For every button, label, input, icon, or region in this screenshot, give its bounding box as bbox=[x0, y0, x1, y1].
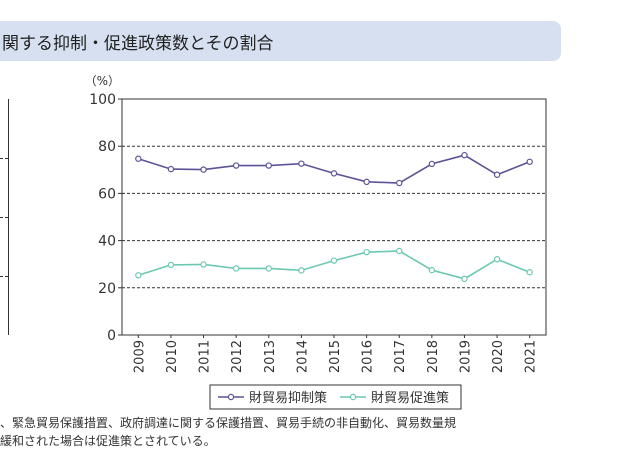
data-point bbox=[461, 275, 468, 283]
data-point bbox=[265, 265, 272, 272]
note-line-2: 緩和された場合は促進策とされている。 bbox=[0, 434, 216, 448]
data-point bbox=[298, 160, 305, 167]
data-point bbox=[232, 265, 240, 272]
series-line bbox=[138, 154, 530, 184]
data-point bbox=[265, 162, 272, 169]
chart-title-banner: 関する抑制・促進政策数とその割合 bbox=[0, 21, 561, 61]
data-point bbox=[461, 151, 468, 159]
series-line bbox=[138, 250, 530, 280]
note-line-1: 、緊急貿易保護措置、政府調達に関する保護措置、貿易手続の非自動化、貿易数量規 bbox=[0, 416, 457, 430]
chart-title: 関する抑制・促進政策数とその割合 bbox=[2, 34, 274, 54]
data-point bbox=[363, 178, 370, 186]
data-point bbox=[330, 170, 338, 177]
x-tick-label: 2016 bbox=[361, 340, 376, 373]
data-point bbox=[167, 261, 175, 269]
x-tick-label: 2021 bbox=[524, 340, 539, 373]
x-tick-label: 2018 bbox=[426, 340, 441, 373]
data-point bbox=[330, 257, 338, 264]
y-tick-label: 40 bbox=[98, 234, 116, 250]
data-point bbox=[135, 155, 142, 162]
x-tick-label: 2017 bbox=[393, 340, 408, 373]
data-point bbox=[232, 162, 240, 169]
x-tick-label: 2010 bbox=[165, 340, 180, 373]
x-tick-label: 2015 bbox=[328, 340, 343, 373]
adjacent-chart-gridline bbox=[0, 217, 8, 218]
legend-label: 財貿易促進策 bbox=[371, 390, 449, 406]
y-axis-unit-label: （%） bbox=[85, 74, 120, 88]
x-tick-label: 2014 bbox=[295, 340, 310, 373]
data-point bbox=[200, 261, 207, 268]
data-point bbox=[167, 165, 175, 173]
adjacent-chart-gridline bbox=[0, 158, 8, 159]
y-tick-label: 100 bbox=[89, 92, 116, 108]
x-tick-label: 2020 bbox=[491, 340, 506, 373]
x-tick-label: 2011 bbox=[198, 340, 213, 373]
x-tick-label: 2009 bbox=[132, 340, 147, 373]
data-point bbox=[298, 267, 305, 274]
x-tick-label: 2013 bbox=[263, 340, 278, 373]
data-point bbox=[363, 248, 370, 256]
data-point bbox=[526, 158, 533, 165]
data-point bbox=[493, 171, 501, 178]
y-tick-label: 20 bbox=[98, 281, 116, 297]
plot-frame bbox=[121, 98, 547, 336]
data-point bbox=[526, 269, 533, 276]
data-point bbox=[428, 160, 436, 168]
data-point bbox=[396, 247, 403, 255]
data-point bbox=[200, 166, 207, 173]
adjacent-chart-gridline bbox=[0, 276, 8, 277]
y-tick-label: 80 bbox=[98, 139, 116, 155]
data-point bbox=[135, 272, 142, 279]
legend-marker bbox=[227, 393, 235, 401]
data-point bbox=[396, 179, 403, 187]
data-point bbox=[428, 266, 436, 274]
y-tick-label: 60 bbox=[98, 186, 116, 202]
x-tick-label: 2012 bbox=[230, 340, 245, 373]
x-tick-label: 2019 bbox=[458, 340, 473, 373]
legend-marker bbox=[349, 393, 357, 401]
adjacent-chart-frame-edge bbox=[0, 99, 9, 335]
legend-label: 財貿易抑制策 bbox=[249, 390, 327, 406]
legend-box bbox=[209, 384, 462, 410]
y-tick-label: 0 bbox=[107, 328, 116, 344]
data-point bbox=[493, 256, 501, 263]
